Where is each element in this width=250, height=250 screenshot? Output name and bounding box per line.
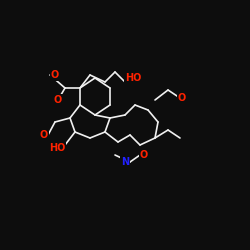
Text: O: O [140,150,148,160]
Text: O: O [178,93,186,103]
Text: HO: HO [48,143,65,153]
Text: O: O [40,130,48,140]
Text: O: O [51,70,59,80]
Text: N: N [121,157,129,167]
Text: O: O [54,95,62,105]
Text: HO: HO [125,73,142,83]
